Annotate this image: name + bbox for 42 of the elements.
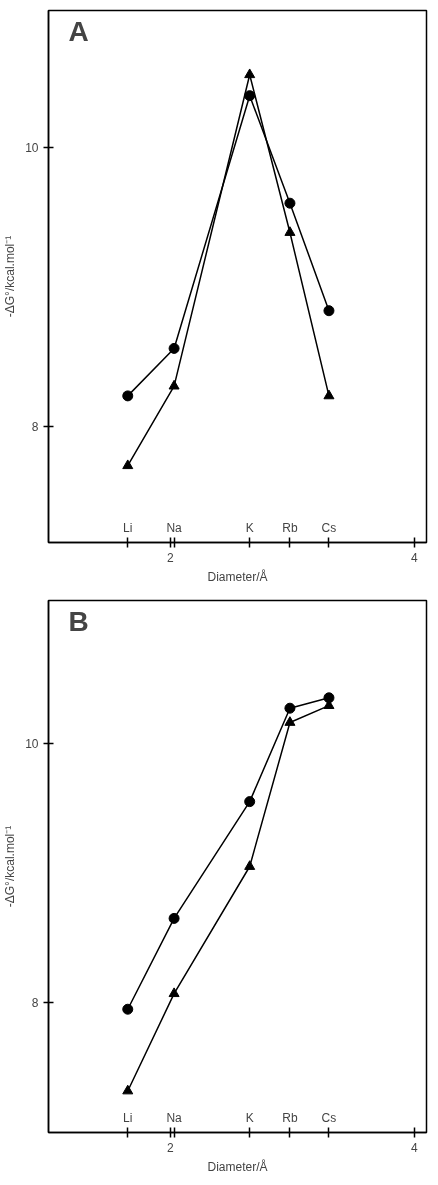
chart-title: A (68, 15, 89, 47)
point (284, 716, 296, 726)
point (168, 987, 180, 998)
point (168, 379, 180, 390)
x-axis-title: Diameter/Å (207, 1158, 268, 1174)
y-tick-label: 10 (25, 140, 39, 155)
point (122, 1003, 134, 1015)
annotation: Cs (321, 1110, 337, 1125)
annotation: Na (166, 1110, 183, 1125)
y-tick-label: 8 (31, 420, 39, 435)
point (244, 68, 256, 79)
x-tick-label: 2 (167, 550, 175, 565)
x-tick-label: 4 (410, 1140, 418, 1155)
point (244, 860, 256, 870)
y-tick-label: 10 (25, 736, 39, 751)
point (168, 342, 180, 354)
annotation: Rb (282, 1110, 298, 1125)
point (244, 796, 256, 808)
annotation: K (245, 1110, 254, 1125)
annotation: K (245, 520, 254, 535)
annotation: Li (123, 1110, 133, 1125)
point (284, 197, 296, 209)
x-tick-label: 2 (167, 1140, 175, 1155)
point (323, 389, 335, 400)
point (168, 912, 180, 924)
y-tick-label: 8 (31, 996, 39, 1011)
x-axis-title: Diameter/Å (207, 568, 268, 584)
annotation: Rb (282, 520, 298, 535)
y-axis-title: -ΔG°/kcal.mol⁻¹ (3, 235, 18, 318)
annotation: Li (123, 520, 133, 535)
point (323, 305, 335, 317)
point (244, 90, 256, 102)
chart-title: B (68, 605, 89, 637)
x-tick-label: 4 (410, 550, 418, 565)
point (122, 459, 134, 470)
point (122, 1084, 134, 1095)
point (122, 390, 134, 402)
annotation: Na (166, 520, 183, 535)
point (284, 226, 296, 236)
y-axis-title: -ΔG°/kcal.mol⁻¹ (3, 825, 18, 908)
annotation: Cs (321, 520, 337, 535)
point (284, 702, 296, 714)
